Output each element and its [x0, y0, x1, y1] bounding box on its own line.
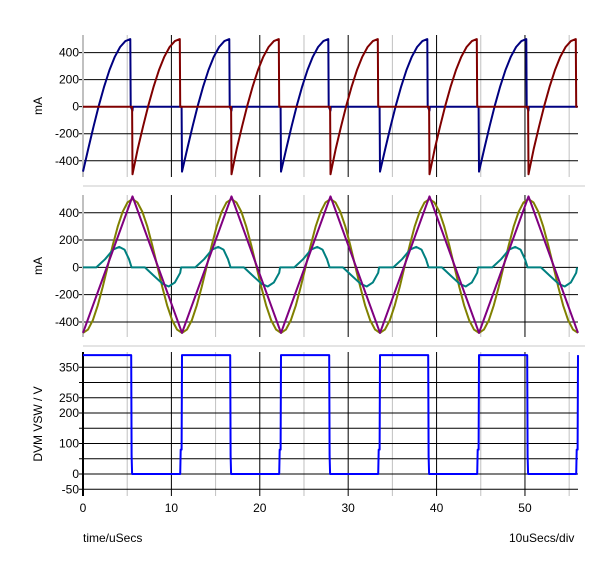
y-tick-label: 400: [59, 206, 79, 220]
y-tick-label: 350: [59, 360, 79, 374]
x-scale-label: 10uSecs/div: [509, 531, 575, 545]
x-axis-label: time/uSecs: [83, 531, 143, 545]
y-tick-label: -200: [55, 288, 79, 302]
y-tick-label: 100: [59, 437, 79, 451]
y-tick-label: 0: [72, 260, 79, 274]
y-tick-label: 0: [72, 467, 79, 481]
y-axis-label: mA: [31, 97, 45, 115]
series-current-purple: [82, 195, 579, 334]
y-tick-label: -400: [55, 315, 79, 329]
panel-top: 400 200 0 -200 -400 mA: [31, 35, 578, 177]
x-tick-label: 10: [165, 501, 179, 515]
panel-middle: 400 200 0 -200 -400 mA: [31, 185, 585, 337]
series-current-red: [83, 38, 578, 176]
x-tick-label: 50: [518, 501, 532, 515]
series-current-teal: [83, 245, 579, 288]
y-tick-label: 200: [59, 406, 79, 420]
y-axis-label: DVM VSW / V: [31, 386, 45, 461]
x-tick-label: 30: [341, 501, 355, 515]
series-vsw-blue: [83, 354, 579, 475]
y-tick-label: 200: [59, 73, 79, 87]
y-tick-label: -50: [62, 482, 80, 496]
y-axis-label: mA: [31, 257, 45, 275]
x-tick-label: 0: [80, 501, 87, 515]
x-tick-label: 20: [253, 501, 267, 515]
x-tick-label: 40: [430, 501, 444, 515]
y-tick-label: 0: [72, 100, 79, 114]
y-tick-label: 250: [59, 391, 79, 405]
y-tick-label: -400: [55, 154, 79, 168]
y-tick-label: 400: [59, 46, 79, 60]
y-tick-label: 200: [59, 233, 79, 247]
y-tick-label: -200: [55, 127, 79, 141]
